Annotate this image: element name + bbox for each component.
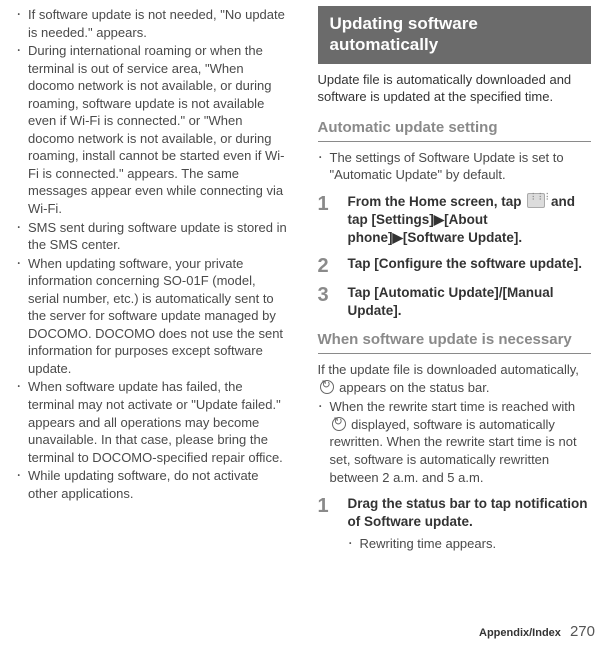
bullet-dot: ･	[16, 378, 28, 466]
bullet-dot: ･	[348, 535, 360, 553]
step-text: Tap [Configure the software update].	[348, 255, 592, 273]
step-sub-bullet: ･ Rewriting time appears.	[348, 535, 592, 553]
step-2: 2 Tap [Configure the software update].	[318, 255, 592, 277]
bullet-dot: ･	[16, 255, 28, 378]
bullet-text: If software update is not needed, "No up…	[28, 6, 290, 41]
step-number: 1	[318, 193, 348, 215]
page: ･ If software update is not needed, "No …	[0, 0, 607, 648]
step-text: Drag the status bar to tap notification …	[348, 495, 592, 552]
bullet-text: When updating software, your private inf…	[28, 255, 290, 378]
bullet-item: ･ If software update is not needed, "No …	[16, 6, 290, 41]
page-footer: Appendix/Index 270	[479, 622, 595, 642]
bullet-text: SMS sent during software update is store…	[28, 219, 290, 254]
step-text: From the Home screen, tap and tap [Setti…	[348, 193, 592, 248]
bullet-item: ･ While updating software, do not activa…	[16, 467, 290, 502]
left-column: ･ If software update is not needed, "No …	[8, 6, 304, 620]
bullet-item: ･ The settings of Software Update is set…	[318, 149, 592, 184]
bullet-item: ･ SMS sent during software update is sto…	[16, 219, 290, 254]
subheading-auto-setting: Automatic update setting	[318, 118, 592, 142]
bullet-dot: ･	[16, 219, 28, 254]
sub2-intro: If the update file is downloaded automat…	[318, 361, 592, 396]
bullet-item: ･ When software update has failed, the t…	[16, 378, 290, 466]
section-header: Updating software automatically	[318, 6, 592, 64]
apps-icon	[527, 193, 545, 208]
bullet-dot: ･	[16, 42, 28, 217]
bullet-text: When the rewrite start time is reached w…	[330, 398, 592, 486]
update-icon	[332, 417, 346, 431]
bullet-text: While updating software, do not activate…	[28, 467, 290, 502]
sub2-intro-part: appears on the status bar.	[336, 380, 490, 395]
step-number: 2	[318, 255, 348, 277]
bullet-text: During international roaming or when the…	[28, 42, 290, 217]
bullet-item: ･ When the rewrite start time is reached…	[318, 398, 592, 486]
bullet-item: ･ When updating software, your private i…	[16, 255, 290, 378]
step-b1: 1 Drag the status bar to tap notificatio…	[318, 495, 592, 552]
bullet-dot: ･	[16, 6, 28, 41]
right-column: Updating software automatically Update f…	[304, 6, 600, 620]
bullet-text-part: When the rewrite start time is reached w…	[330, 399, 576, 414]
bullet-dot: ･	[318, 149, 330, 184]
step-1: 1 From the Home screen, tap and tap [Set…	[318, 193, 592, 248]
bullet-text: When software update has failed, the ter…	[28, 378, 290, 466]
bullet-dot: ･	[16, 467, 28, 502]
arrow-icon: ▶	[434, 212, 444, 227]
step-number: 1	[318, 495, 348, 517]
intro-text: Update file is automatically downloaded …	[318, 71, 592, 106]
step-text-main: Drag the status bar to tap notification …	[348, 496, 588, 529]
page-number: 270	[570, 623, 595, 640]
bullet-text: The settings of Software Update is set t…	[330, 149, 592, 184]
step-number: 3	[318, 284, 348, 306]
bullet-dot: ･	[318, 398, 330, 486]
update-icon	[320, 380, 334, 394]
step-text-part: [Software Update].	[403, 230, 522, 245]
step-sub-text: Rewriting time appears.	[360, 535, 497, 553]
bullet-text-part: displayed, software is automatically rew…	[330, 417, 577, 485]
bullet-item: ･ During international roaming or when t…	[16, 42, 290, 217]
arrow-icon: ▶	[393, 230, 403, 245]
step-3: 3 Tap [Automatic Update]/[Manual Update]…	[318, 284, 592, 320]
sub2-intro-part: If the update file is downloaded automat…	[318, 362, 579, 377]
step-text-part: From the Home screen, tap	[348, 194, 526, 209]
subheading-when-necessary: When software update is necessary	[318, 330, 592, 354]
footer-label: Appendix/Index	[479, 627, 561, 639]
step-text: Tap [Automatic Update]/[Manual Update].	[348, 284, 592, 320]
